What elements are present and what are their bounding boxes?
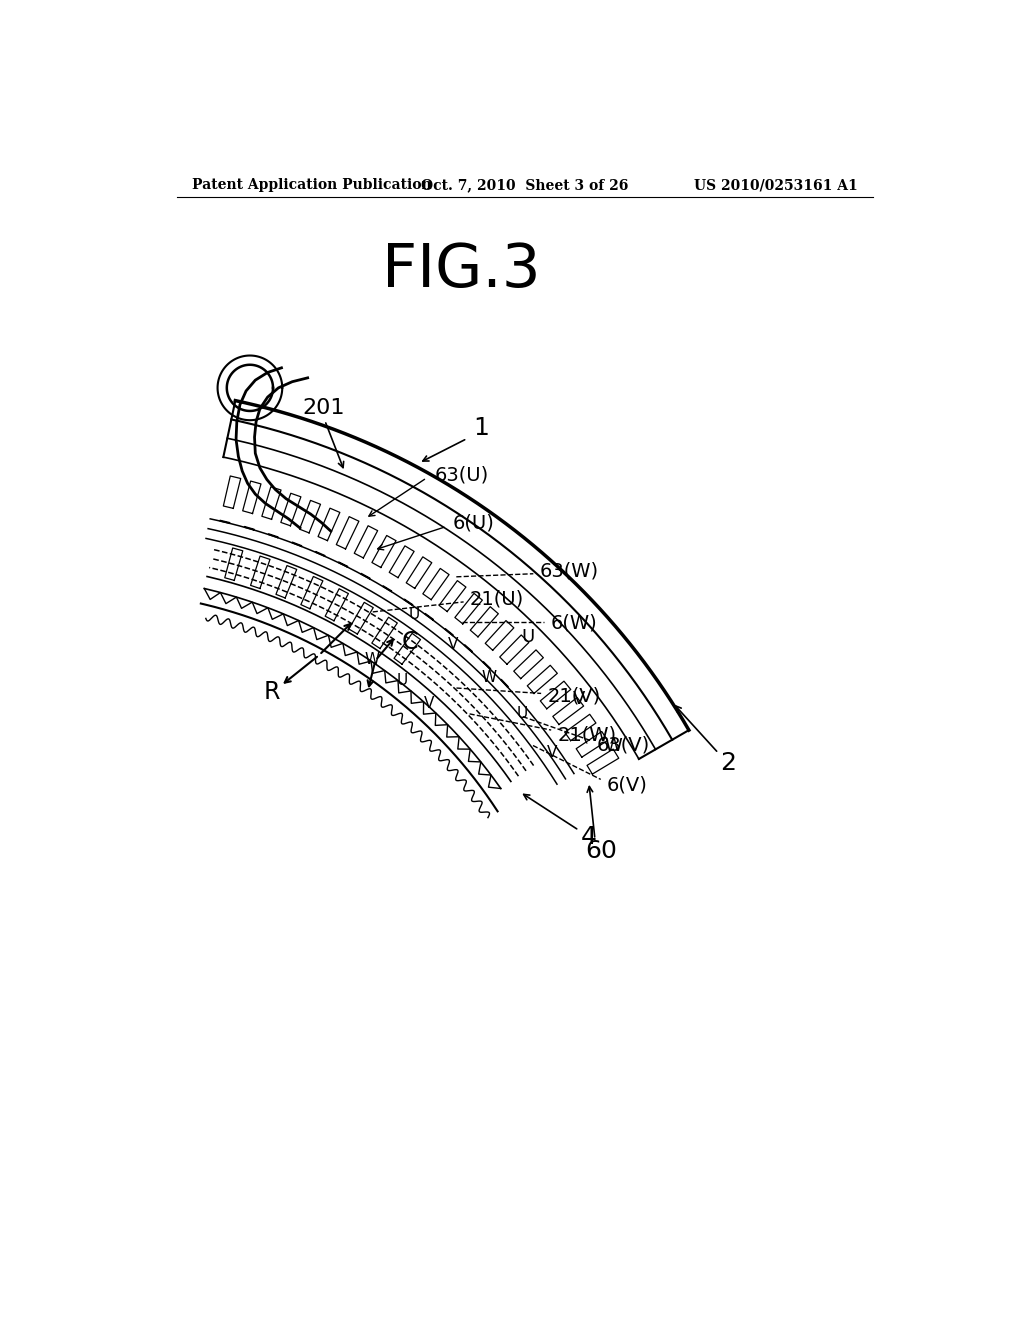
Text: FIG.3: FIG.3 xyxy=(382,240,541,300)
Text: 21(V): 21(V) xyxy=(547,686,600,706)
Text: W: W xyxy=(604,737,623,755)
Text: 21(W): 21(W) xyxy=(557,725,616,744)
Text: 4: 4 xyxy=(581,825,597,849)
Text: W: W xyxy=(482,669,497,685)
Text: V: V xyxy=(424,696,434,711)
Text: U: U xyxy=(517,706,528,721)
Text: V: V xyxy=(547,744,558,760)
Text: U: U xyxy=(409,607,420,622)
Text: C: C xyxy=(401,630,419,653)
Text: 6(U): 6(U) xyxy=(453,513,495,533)
Text: U: U xyxy=(521,628,535,647)
Text: 63(V): 63(V) xyxy=(597,735,650,755)
Text: U: U xyxy=(396,673,408,688)
Text: Patent Application Publication: Patent Application Publication xyxy=(193,178,432,193)
Text: V: V xyxy=(573,689,586,708)
Text: 63(W): 63(W) xyxy=(540,562,599,581)
Text: 6(W): 6(W) xyxy=(550,614,597,632)
Text: 21(U): 21(U) xyxy=(470,589,524,609)
Text: 63(U): 63(U) xyxy=(434,465,488,484)
Text: 201: 201 xyxy=(302,399,344,418)
Text: US 2010/0253161 A1: US 2010/0253161 A1 xyxy=(693,178,857,193)
Text: 2: 2 xyxy=(720,751,736,775)
Text: 6(V): 6(V) xyxy=(607,775,648,795)
Text: 60: 60 xyxy=(586,840,617,863)
Text: Oct. 7, 2010  Sheet 3 of 26: Oct. 7, 2010 Sheet 3 of 26 xyxy=(421,178,629,193)
Text: V: V xyxy=(449,636,459,652)
Text: W: W xyxy=(365,652,379,667)
Text: R: R xyxy=(263,680,280,704)
Text: 1: 1 xyxy=(473,416,489,440)
